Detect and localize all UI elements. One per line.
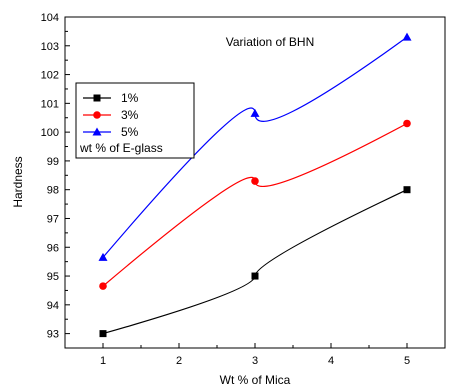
legend-label: 5%	[121, 125, 139, 139]
series-curves	[102, 36, 408, 335]
data-point	[403, 186, 411, 194]
x-tick-label: 2	[176, 355, 182, 367]
y-tick-label: 94	[47, 300, 59, 312]
data-point	[250, 108, 260, 117]
series-line-1	[102, 189, 408, 335]
y-tick-label: 97	[47, 213, 59, 225]
y-tick-label: 96	[47, 242, 59, 254]
x-tick-label: 5	[404, 355, 410, 367]
legend-label: 3%	[121, 108, 139, 122]
data-point	[251, 177, 259, 185]
x-tick-label: 4	[328, 355, 334, 367]
y-axis-label: Hardness	[11, 156, 25, 207]
y-tick-label: 102	[41, 70, 59, 82]
legend-title: wt % of E-glass	[79, 141, 163, 155]
legend: 1% 3% 5% wt % of E-glass	[75, 82, 195, 159]
chart-title: Variation of BHN	[226, 35, 314, 49]
legend-label: 1%	[121, 91, 139, 105]
y-tick-label: 104	[41, 12, 59, 24]
y-tick-label: 93	[47, 329, 59, 341]
y-tick-label: 101	[41, 98, 59, 110]
y-tick-label: 95	[47, 271, 59, 283]
x-axis-label: Wt % of Mica	[220, 373, 291, 387]
x-tick-label: 3	[252, 355, 258, 367]
data-point	[251, 272, 259, 280]
data-point	[402, 32, 412, 41]
data-point	[99, 282, 107, 290]
legend-items: 1% 3% 5%	[83, 91, 139, 139]
axis-ticks: 1 2 3 4 5 93 94 95 96 97 98 99 100 101 102 103 104	[41, 12, 410, 367]
x-tick-label: 1	[100, 355, 106, 367]
y-tick-label: 99	[47, 156, 59, 168]
legend-marker	[92, 127, 102, 136]
y-tick-label: 103	[41, 41, 59, 53]
y-tick-label: 100	[41, 127, 59, 139]
data-point	[98, 252, 108, 261]
series-markers	[98, 32, 412, 338]
legend-marker	[93, 111, 101, 119]
legend-marker	[93, 94, 101, 102]
y-tick-label: 98	[47, 185, 59, 197]
data-point	[99, 330, 107, 338]
data-point	[403, 119, 411, 128]
